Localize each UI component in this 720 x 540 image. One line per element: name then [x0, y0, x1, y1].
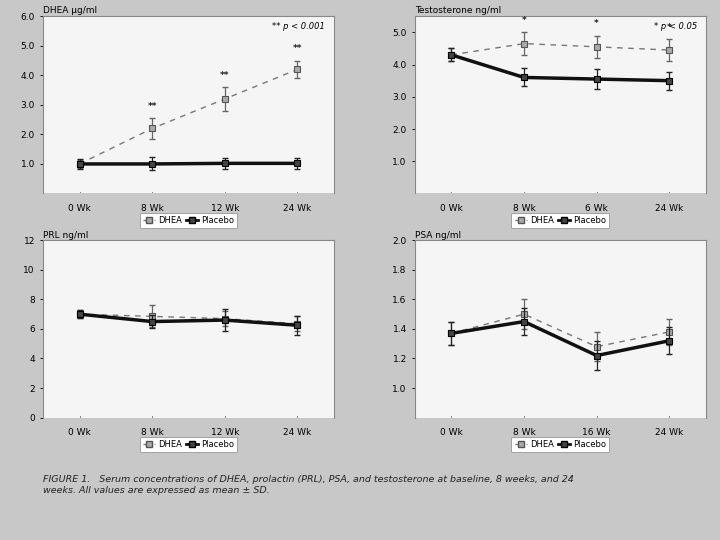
Text: 8 Wk: 8 Wk [513, 204, 536, 213]
Text: ** p < 0.001: ** p < 0.001 [272, 22, 325, 31]
Text: *: * [522, 16, 526, 25]
Text: 24 Wk: 24 Wk [655, 428, 683, 437]
Legend: DHEA, Placebo: DHEA, Placebo [140, 213, 238, 228]
Text: * p < 0.05: * p < 0.05 [654, 22, 697, 31]
Legend: DHEA, Placebo: DHEA, Placebo [140, 437, 238, 453]
Text: FIGURE 1.   Serum concentrations of DHEA, prolactin (PRL), PSA, and testosterone: FIGURE 1. Serum concentrations of DHEA, … [43, 475, 574, 495]
Text: DHEA μg/ml: DHEA μg/ml [43, 6, 97, 16]
Text: Testosterone ng/ml: Testosterone ng/ml [415, 6, 501, 16]
Text: 24 Wk: 24 Wk [655, 204, 683, 213]
Legend: DHEA, Placebo: DHEA, Placebo [511, 213, 609, 228]
Legend: DHEA, Placebo: DHEA, Placebo [511, 437, 609, 453]
Text: **: ** [148, 102, 157, 111]
Text: 24 Wk: 24 Wk [283, 204, 312, 213]
Text: PRL ng/ml: PRL ng/ml [43, 231, 89, 240]
Text: **: ** [220, 71, 230, 80]
Text: 8 Wk: 8 Wk [141, 204, 163, 213]
Text: 16 Wk: 16 Wk [582, 428, 611, 437]
Text: 0 Wk: 0 Wk [68, 204, 91, 213]
Text: 0 Wk: 0 Wk [440, 428, 463, 437]
Text: 6 Wk: 6 Wk [585, 204, 608, 213]
Text: 12 Wk: 12 Wk [210, 428, 239, 437]
Text: *: * [667, 23, 672, 32]
Text: 0 Wk: 0 Wk [68, 428, 91, 437]
Text: **: ** [292, 44, 302, 53]
Text: 24 Wk: 24 Wk [283, 428, 312, 437]
Text: PSA ng/ml: PSA ng/ml [415, 231, 462, 240]
Text: 8 Wk: 8 Wk [513, 428, 536, 437]
Text: *: * [594, 19, 599, 29]
Text: 12 Wk: 12 Wk [210, 204, 239, 213]
Text: 0 Wk: 0 Wk [440, 204, 463, 213]
Text: 8 Wk: 8 Wk [141, 428, 163, 437]
